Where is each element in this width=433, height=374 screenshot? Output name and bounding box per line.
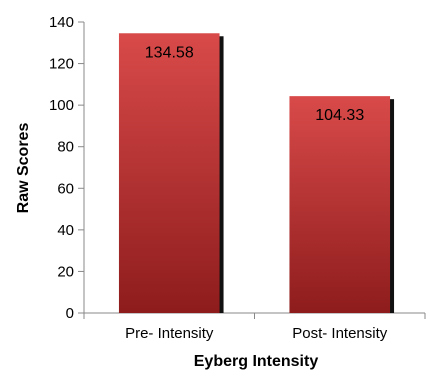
bar-value-label: 134.58 (145, 44, 194, 61)
bar (289, 96, 391, 313)
y-tick-label: 80 (57, 139, 74, 156)
y-tick-label: 0 (66, 305, 74, 322)
y-tick-label: 120 (49, 56, 74, 73)
x-tick-label: Pre- Intensity (125, 325, 214, 342)
x-axis-title: Eyberg Intensity (194, 353, 319, 370)
bar (118, 33, 220, 313)
x-tick-label: Post- Intensity (292, 325, 388, 342)
bars (118, 33, 395, 313)
y-axis: 0 20 40 60 80 100 120 140 (49, 14, 85, 322)
y-axis-title: Raw Scores (15, 123, 32, 214)
y-tick-label: 140 (49, 14, 74, 31)
bar-value-label: 104.33 (315, 107, 364, 124)
y-tick-label: 40 (57, 222, 74, 239)
data-labels: 134.58 104.33 (145, 44, 365, 124)
y-tick-label: 20 (57, 263, 74, 280)
x-axis: Pre- Intensity Post- Intensity (83, 312, 426, 342)
y-tick-label: 100 (49, 97, 74, 114)
y-tick-label: 60 (57, 180, 74, 197)
